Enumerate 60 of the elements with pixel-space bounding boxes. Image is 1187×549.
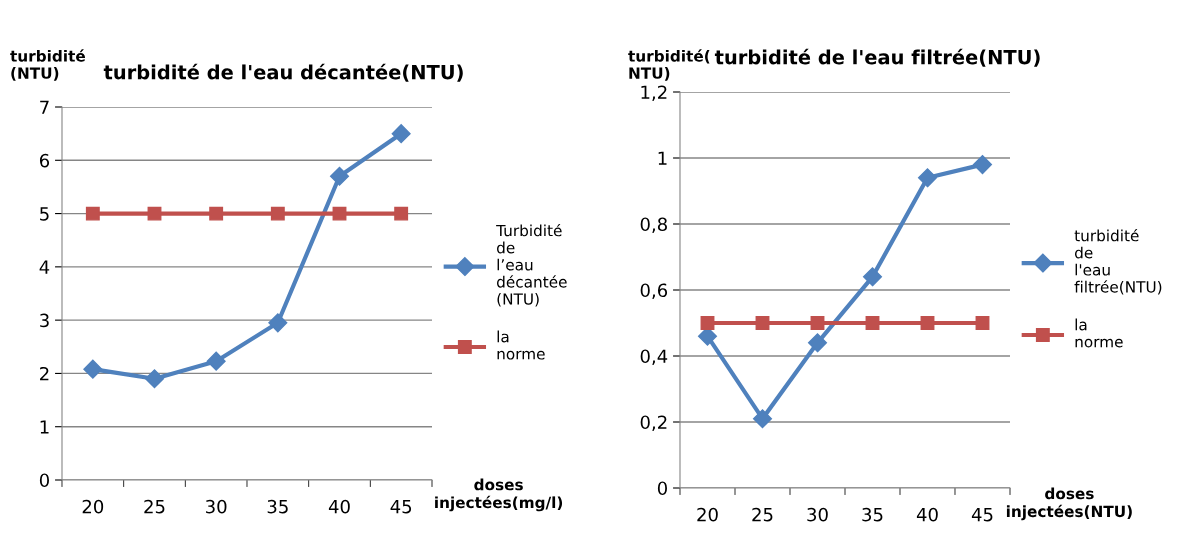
point (85, 206, 100, 221)
x-tick-label: 35 (267, 499, 288, 514)
y-tick-label: 0,6 (640, 283, 668, 299)
chart-title: turbidité de l'eau filtrée(NTU) (714, 48, 1040, 67)
x-tick-label: 30 (807, 507, 828, 522)
x-tick-label: 45 (390, 500, 412, 514)
point (329, 166, 350, 186)
point (268, 313, 288, 333)
y-tick-label: 0 (39, 473, 49, 488)
legend-label: la norme (497, 330, 545, 360)
point (206, 351, 226, 371)
y-tick-label: 4 (39, 260, 50, 274)
point (807, 333, 828, 353)
x-tick-label: 20 (82, 499, 104, 514)
y-tick-label: 0,4 (640, 349, 668, 365)
x-tick-label: 40 (328, 499, 350, 514)
point (972, 155, 993, 175)
legend-label: la norme (1075, 318, 1123, 348)
point (270, 206, 285, 221)
point (83, 359, 103, 379)
point (810, 316, 825, 330)
y-tick-label: 1 (40, 420, 49, 434)
y-tick-label: 7 (40, 100, 49, 114)
point (865, 316, 880, 330)
point (755, 316, 770, 330)
x-tick-label: 45 (971, 508, 993, 522)
y-axis-title: turbidité( NTU) (628, 49, 710, 81)
x-tick-label: 25 (144, 499, 165, 514)
x-axis-title: doses injectées(mg/l) (435, 478, 563, 512)
point (332, 206, 347, 221)
point (862, 267, 883, 287)
y-tick-label: 3 (40, 313, 49, 328)
legend-label: turbidité de l'eau filtrée(NTU) (1074, 228, 1162, 295)
point (920, 316, 935, 330)
point (752, 409, 773, 429)
x-tick-label: 20 (697, 507, 718, 522)
point (147, 206, 162, 221)
x-tick-label: 25 (752, 507, 773, 522)
point (144, 369, 165, 389)
x-tick-label: 35 (862, 507, 883, 522)
y-axis-title: turbidité (NTU) (10, 49, 85, 81)
y-tick-label: 0 (657, 481, 667, 496)
point (209, 206, 224, 221)
point (394, 206, 409, 221)
legend-label: Turbidité de l’eau décantée (NTU) (496, 223, 567, 307)
point (391, 124, 411, 144)
y-tick-label: 5 (40, 207, 49, 221)
y-tick-label: 6 (39, 153, 50, 168)
point (700, 316, 715, 330)
x-axis-title: doses injectées(NTU) (1006, 487, 1132, 521)
x-tick-label: 30 (206, 499, 227, 514)
point (917, 168, 938, 188)
y-tick-label: 2 (40, 366, 49, 381)
y-tick-label: 1,2 (641, 85, 667, 101)
y-tick-label: 0,8 (640, 217, 667, 233)
y-tick-label: 1 (658, 151, 667, 165)
x-tick-label: 40 (916, 507, 938, 522)
y-tick-label: 0,2 (640, 415, 667, 431)
chart-title: turbidité de l'eau décantée(NTU) (103, 63, 463, 82)
point (975, 316, 990, 330)
